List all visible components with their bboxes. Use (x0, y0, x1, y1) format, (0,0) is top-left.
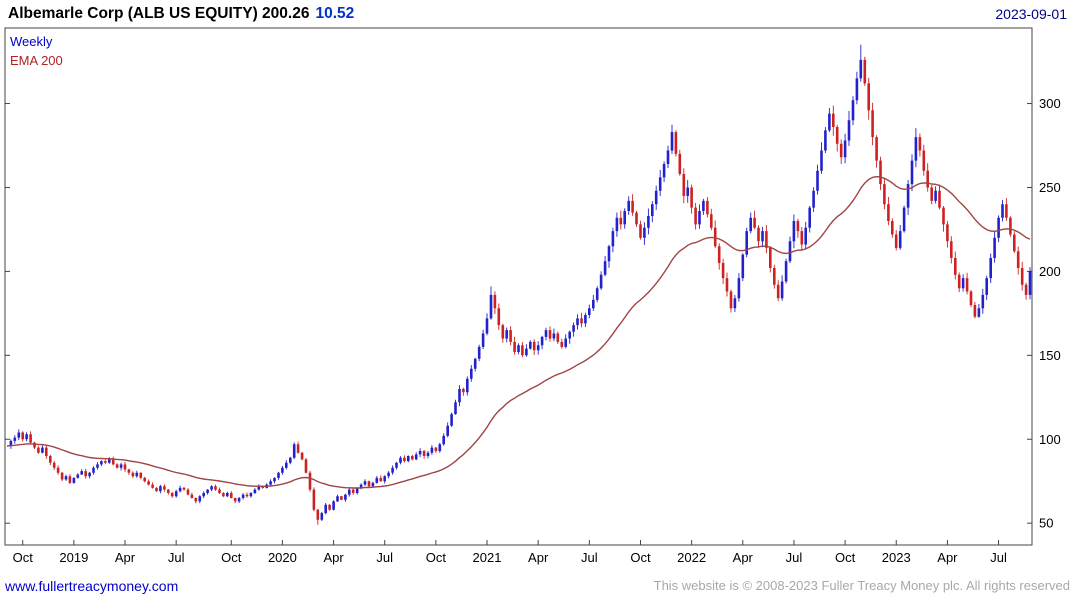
x-tick-label: Jul (786, 550, 803, 565)
down-candle-bodies (21, 59, 1028, 520)
up-candle-wicks (10, 44, 1031, 521)
copyright-text: This website is © 2008-2023 Fuller Treac… (653, 578, 1070, 593)
x-tick-label: Oct (835, 550, 856, 565)
down-candle-wicks (22, 56, 1027, 525)
x-tick-label: Oct (221, 550, 242, 565)
y-tick-label: 200 (1039, 264, 1061, 279)
y-tick-label: 150 (1039, 348, 1061, 363)
instrument-title: Albemarle Corp (ALB US EQUITY) 200.26 (8, 5, 310, 22)
ema-overlay-label: EMA 200 (10, 53, 63, 68)
x-tick-label: Apr (937, 550, 958, 565)
x-tick-label: Jul (376, 550, 393, 565)
x-tick-label: 2021 (473, 550, 502, 565)
x-tick-label: Jul (168, 550, 185, 565)
x-tick-label: Oct (630, 550, 651, 565)
y-tick-label: 100 (1039, 432, 1061, 447)
x-tick-label: Apr (528, 550, 549, 565)
chart-legend: Weekly EMA 200 (10, 32, 63, 70)
y-tick-label: 250 (1039, 180, 1061, 195)
plot-border (4, 27, 1033, 546)
x-tick-label: Oct (13, 550, 34, 565)
site-link[interactable]: www.fullertreacymoney.com (5, 578, 179, 594)
x-tick-label: 2023 (882, 550, 911, 565)
timeframe-label: Weekly (10, 34, 53, 49)
x-tick-label: Apr (115, 550, 136, 565)
chart-date: 2023-09-01 (995, 6, 1067, 22)
x-tick-label: Apr (323, 550, 344, 565)
x-tick-label: Jul (990, 550, 1007, 565)
x-tick-label: 2020 (268, 550, 297, 565)
x-tick-label: Jul (581, 550, 598, 565)
x-tick-label: 2022 (677, 550, 706, 565)
x-tick-label: 2019 (59, 550, 88, 565)
ema-line (6, 175, 1031, 489)
y-tick-label: 300 (1039, 96, 1061, 111)
chart-header: Albemarle Corp (ALB US EQUITY) 200.26 10.… (8, 5, 354, 23)
price-change: 10.52 (315, 5, 355, 22)
x-tick-label: Oct (426, 550, 447, 565)
up-candle-bodies (9, 59, 1032, 520)
x-tick-label: Apr (733, 550, 754, 565)
y-tick-label: 50 (1039, 516, 1053, 531)
